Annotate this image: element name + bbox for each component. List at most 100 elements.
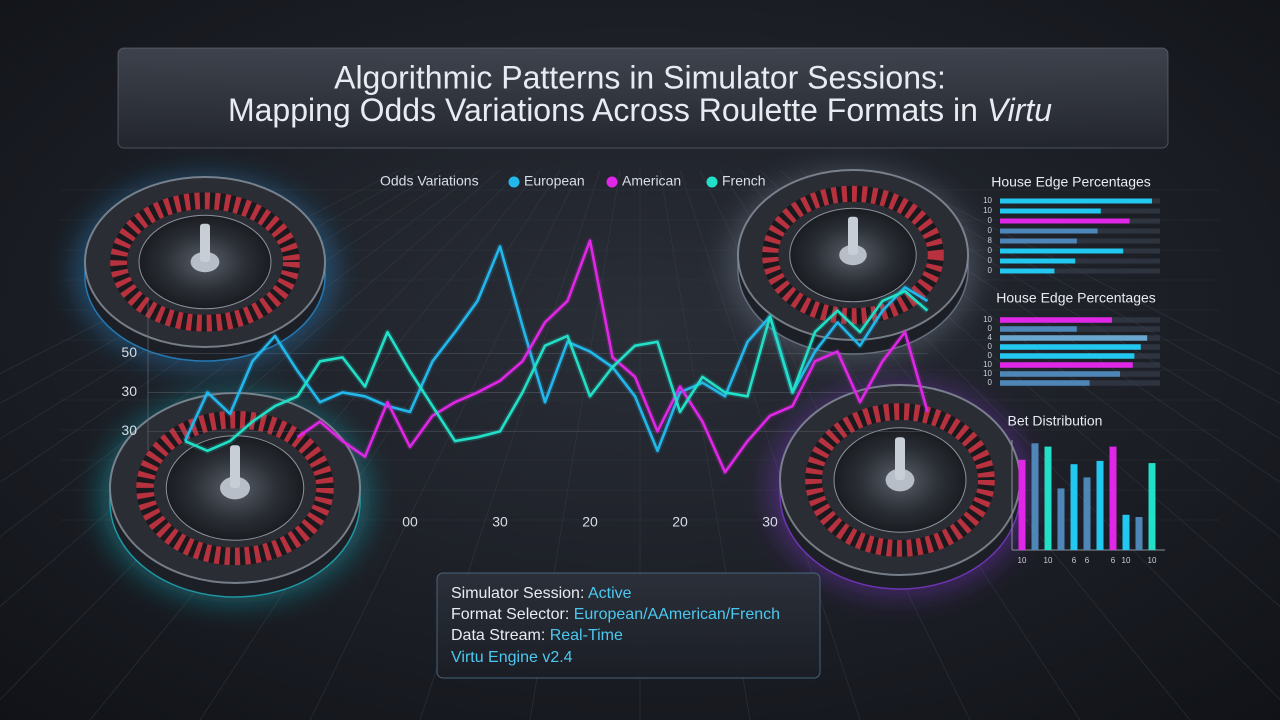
bar bbox=[1083, 477, 1091, 550]
y-tick-label: 0 bbox=[988, 342, 993, 351]
chart-title: House Edge Percentages bbox=[996, 290, 1156, 306]
legend-label: French bbox=[722, 173, 766, 189]
x-tick-label: 30 bbox=[492, 514, 508, 530]
status-value: European/AAmerican/French bbox=[574, 606, 780, 623]
bar bbox=[1000, 208, 1101, 214]
floor-line bbox=[839, 169, 1280, 440]
y-tick-label: 0 bbox=[988, 351, 993, 360]
wheel-spindle bbox=[848, 216, 858, 255]
title-panel bbox=[117, 47, 1169, 149]
floor-line bbox=[309, 169, 581, 720]
y-tick-label: 0 bbox=[988, 256, 993, 265]
wheel-pockets bbox=[110, 192, 300, 332]
bar bbox=[1000, 317, 1112, 323]
wheel-pockets bbox=[136, 410, 334, 566]
status-row: Data Stream: Real-Time bbox=[451, 627, 623, 644]
bar bbox=[1000, 248, 1124, 254]
bar bbox=[1000, 268, 1055, 274]
legend-label: American bbox=[622, 173, 681, 189]
bar bbox=[1000, 371, 1120, 377]
bar bbox=[1135, 517, 1143, 550]
x-tick-label: 10 bbox=[1122, 556, 1131, 565]
wheel-pockets bbox=[805, 403, 995, 557]
bar-track bbox=[1000, 268, 1160, 274]
y-tick-label: 0 bbox=[988, 324, 993, 333]
bar bbox=[1000, 218, 1130, 224]
y-tick-label: 4 bbox=[988, 333, 993, 342]
status-row: Format Selector: European/AAmerican/Fren… bbox=[451, 606, 780, 623]
legend-swatch bbox=[606, 176, 618, 188]
x-tick-label: 20 bbox=[672, 514, 688, 530]
y-tick-label: 0 bbox=[988, 246, 993, 255]
bar bbox=[1044, 446, 1052, 550]
y-tick-label: 0 bbox=[988, 378, 993, 387]
bar bbox=[1000, 228, 1098, 234]
wheel-spindle bbox=[230, 445, 240, 488]
wheel-pockets bbox=[762, 185, 944, 325]
y-tick-label: 10 bbox=[983, 315, 992, 324]
bar bbox=[1109, 446, 1117, 550]
title-line: Algorithmic Patterns in Simulator Sessio… bbox=[334, 59, 946, 95]
bar bbox=[1000, 238, 1077, 244]
y-tick-label: 30 bbox=[121, 383, 137, 399]
x-tick-label: 10 bbox=[1044, 556, 1053, 565]
y-tick-label: 0 bbox=[988, 216, 993, 225]
bar bbox=[1000, 344, 1141, 350]
status-value: Real-Time bbox=[550, 627, 623, 644]
wheel-spindle bbox=[895, 437, 905, 480]
title-text: Mapping Odds Variations Across Roulette … bbox=[228, 92, 987, 128]
y-tick-label: 10 bbox=[983, 360, 992, 369]
x-tick-label: 6 bbox=[1085, 556, 1090, 565]
bar bbox=[1000, 380, 1090, 386]
roulette-wheel bbox=[75, 176, 335, 367]
y-tick-label: 8 bbox=[988, 236, 993, 245]
bar bbox=[1031, 443, 1039, 550]
y-tick-label: 50 bbox=[121, 344, 137, 360]
bar-track bbox=[1000, 238, 1160, 244]
series-line bbox=[184, 289, 929, 453]
bar bbox=[1000, 335, 1148, 341]
x-tick-label: 6 bbox=[1072, 556, 1077, 565]
title-line: Mapping Odds Variations Across Roulette … bbox=[228, 92, 1052, 128]
series-line bbox=[296, 239, 929, 474]
legend-label: European bbox=[524, 173, 585, 189]
title-emphasis: Virtu bbox=[987, 92, 1052, 128]
floor-line bbox=[199, 169, 561, 720]
legend-title: Odds Variations bbox=[380, 173, 479, 189]
bar-track bbox=[1000, 258, 1160, 264]
chart-title: House Edge Percentages bbox=[991, 174, 1151, 190]
status-label: Simulator Session: bbox=[451, 585, 588, 602]
roulette-wheel bbox=[770, 384, 1030, 595]
y-tick-label: 0 bbox=[988, 266, 993, 275]
y-tick-label: 10 bbox=[983, 369, 992, 378]
bar bbox=[1057, 488, 1065, 550]
bar bbox=[1122, 514, 1130, 550]
x-tick-label: 10 bbox=[1148, 556, 1157, 565]
y-tick-label: 10 bbox=[983, 206, 992, 215]
y-tick-label: 0 bbox=[988, 226, 993, 235]
bar-track bbox=[1000, 326, 1160, 332]
bar bbox=[1148, 463, 1156, 550]
y-tick-label: 10 bbox=[983, 196, 992, 205]
floor-line bbox=[679, 169, 861, 720]
legend-swatch bbox=[706, 176, 718, 188]
status-label: Data Stream: bbox=[451, 627, 550, 644]
bar bbox=[1000, 362, 1133, 368]
roulette-wheels bbox=[75, 169, 1030, 603]
status-label: Format Selector: bbox=[451, 606, 574, 623]
x-tick-label: 20 bbox=[582, 514, 598, 530]
status-panel bbox=[436, 572, 821, 679]
x-tick-label: 10 bbox=[1018, 556, 1027, 565]
x-tick-label: 30 bbox=[762, 514, 778, 530]
bar bbox=[1000, 198, 1152, 204]
x-tick-label: 00 bbox=[402, 514, 418, 530]
chart-title: Bet Distribution bbox=[1008, 413, 1103, 429]
status-rows: Simulator Session: Active Format Selector… bbox=[451, 585, 780, 666]
y-tick-label: 30 bbox=[121, 422, 137, 438]
wheel-spindle bbox=[200, 223, 210, 262]
legend-swatch bbox=[508, 176, 520, 188]
bar bbox=[1070, 464, 1078, 550]
series-line bbox=[183, 245, 929, 453]
